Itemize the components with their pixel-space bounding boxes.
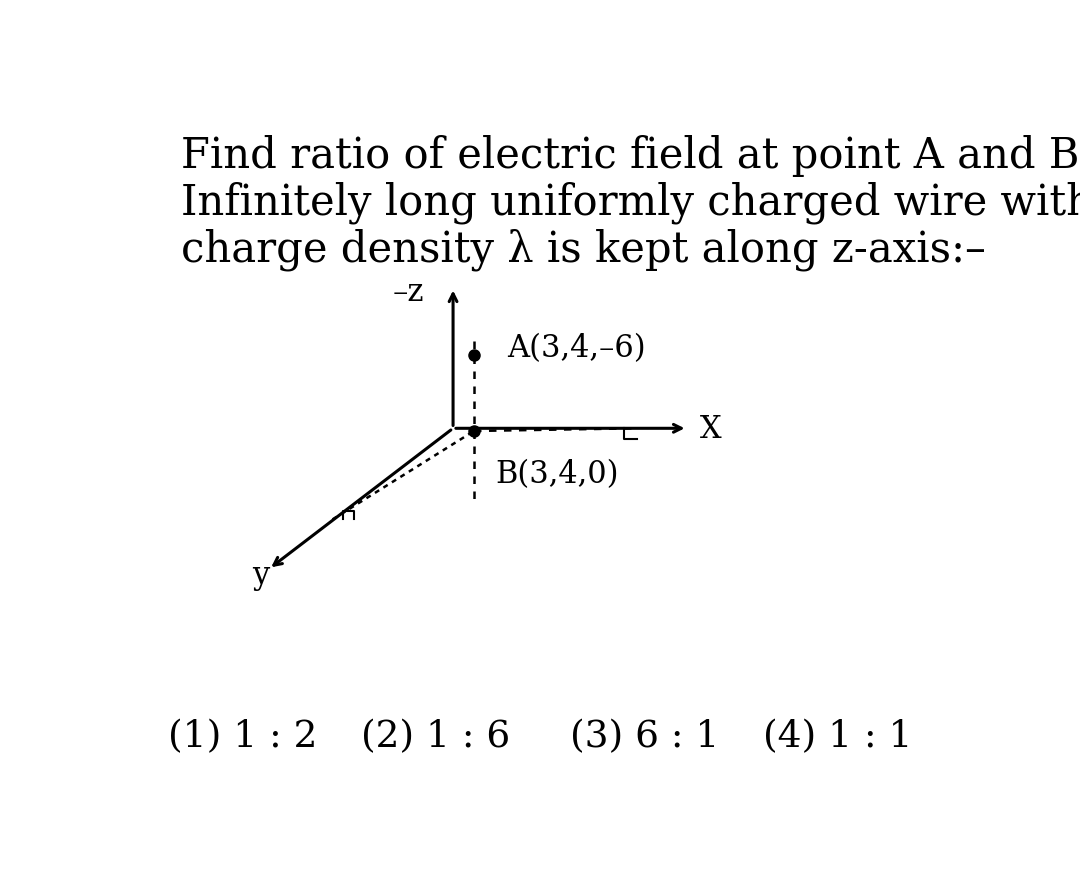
Text: y: y [252,560,269,590]
Text: (4) 1 : 1: (4) 1 : 1 [762,719,913,754]
Text: charge density λ is kept along z-axis:–: charge density λ is kept along z-axis:– [181,228,986,270]
Text: B(3,4,0): B(3,4,0) [495,458,619,489]
Text: (2) 1 : 6: (2) 1 : 6 [361,719,510,754]
Text: A(3,4,–6): A(3,4,–6) [508,333,646,364]
Text: X: X [700,414,721,444]
Text: Infinitely long uniformly charged wire with linear: Infinitely long uniformly charged wire w… [181,182,1080,223]
Text: (1) 1 : 2: (1) 1 : 2 [168,719,318,754]
Text: –z: –z [392,277,423,308]
Text: Find ratio of electric field at point A and B.: Find ratio of electric field at point A … [181,135,1080,176]
Text: (3) 6 : 1: (3) 6 : 1 [570,719,719,754]
